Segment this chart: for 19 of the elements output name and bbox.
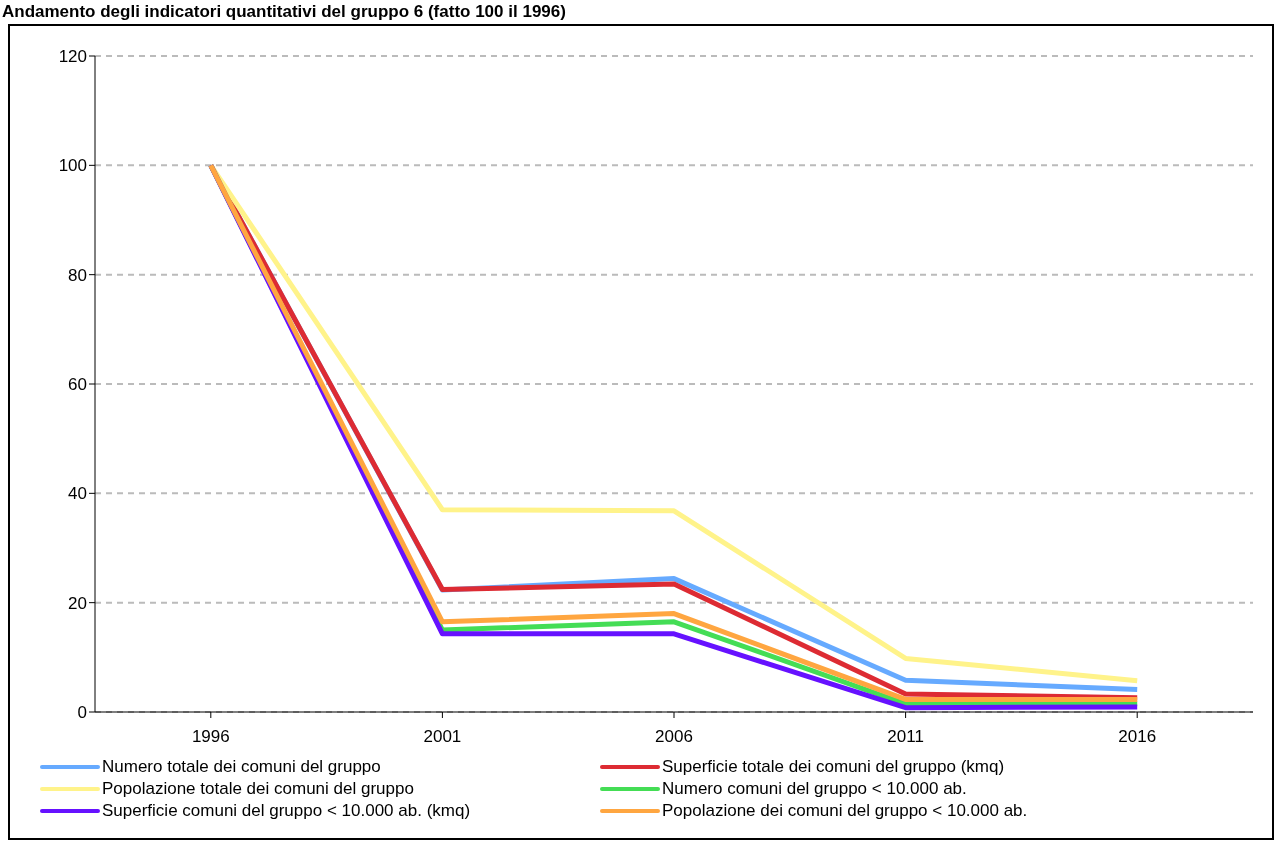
x-tick-label: 2001 — [423, 727, 462, 747]
y-tick-label: 40 — [68, 484, 87, 504]
legend-label: Numero totale dei comuni del gruppo — [102, 757, 381, 777]
legend-label: Superficie comuni del gruppo < 10.000 ab. (kmq) — [102, 801, 471, 821]
legend-label: Numero comuni del gruppo < 10.000 ab. — [662, 779, 967, 799]
y-tick-label: 80 — [68, 265, 87, 285]
legend-label: Superficie totale dei comuni del gruppo (kmq) — [662, 757, 1005, 777]
y-tick-label: 20 — [68, 593, 87, 613]
x-tick-label: 2006 — [655, 727, 693, 747]
y-tick-label: 0 — [77, 703, 87, 723]
y-tick-label: 100 — [58, 156, 87, 176]
chart-title: Andamento degli indicatori quantitativi del gruppo 6 (fatto 100 il 1996) — [2, 2, 566, 22]
x-tick-label: 2011 — [887, 727, 924, 747]
legend-label: Popolazione totale dei comuni del gruppo — [102, 779, 414, 799]
y-tick-label: 120 — [58, 47, 87, 67]
legend-label: Popolazione dei comuni del gruppo < 10.000 ab. — [662, 801, 1028, 821]
y-tick-label: 60 — [68, 375, 87, 395]
x-tick-label: 2016 — [1118, 727, 1157, 747]
x-tick-label: 1996 — [191, 727, 230, 747]
